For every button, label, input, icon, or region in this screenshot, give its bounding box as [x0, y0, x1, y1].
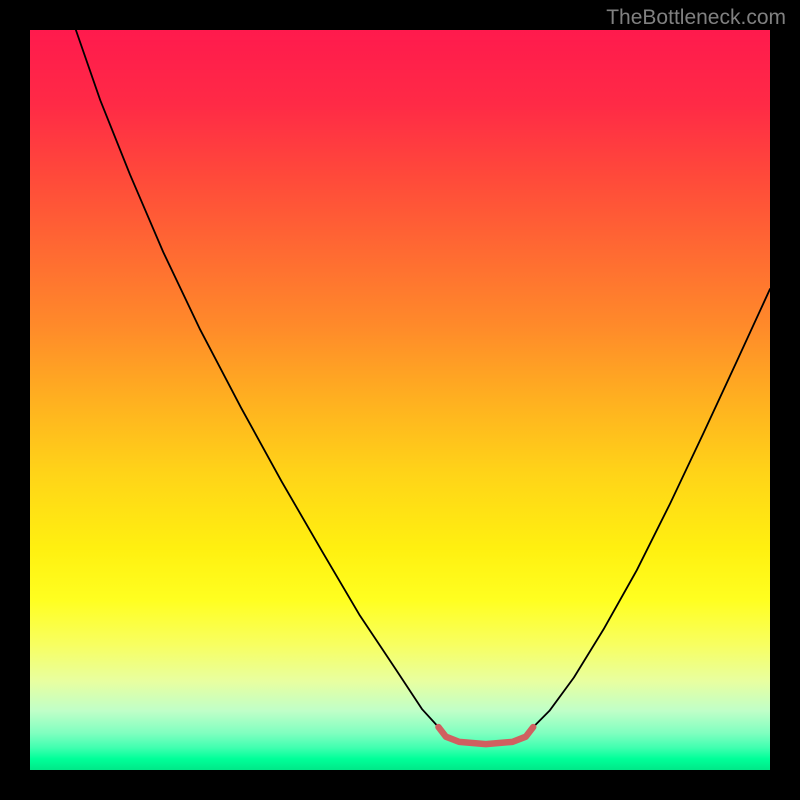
watermark-text: TheBottleneck.com — [606, 6, 786, 30]
bottleneck-chart: TheBottleneck.com — [0, 0, 800, 800]
chart-svg — [0, 0, 800, 800]
